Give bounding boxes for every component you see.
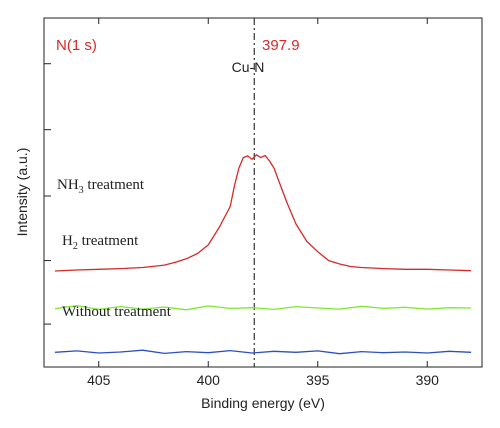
x-tick-labels: 405 400 395 390 <box>87 372 439 388</box>
x-ticks <box>98 18 428 367</box>
series-label-nh3-rest: treatment <box>84 177 145 193</box>
x-axis-label: Binding energy (eV) <box>201 395 325 411</box>
plot-frame <box>43 17 483 368</box>
x-tick-label: 390 <box>416 372 440 388</box>
series-label-h2-rest: treatment <box>78 233 139 249</box>
peak-value-label: 397.9 <box>262 37 300 54</box>
series-line-2 <box>54 349 472 355</box>
y-ticks <box>44 63 51 325</box>
n1s-label: N(1 s) <box>56 37 97 54</box>
series-label-nh3: NH3 treatment <box>57 177 145 196</box>
series-label-without: Without treatment <box>62 304 172 320</box>
series-label-nh3-sub: 3 <box>79 185 84 196</box>
series-label-h2-sub: 2 <box>73 241 78 252</box>
series-line-0 <box>54 154 472 272</box>
series-layer <box>54 154 472 355</box>
x-tick-label: 395 <box>306 372 330 388</box>
series-label-h2-main: H <box>62 233 73 249</box>
x-tick-label: 405 <box>87 372 111 388</box>
y-axis-label: Intensity (a.u.) <box>14 148 30 237</box>
series-line-1 <box>54 304 472 311</box>
x-tick-label: 400 <box>197 372 221 388</box>
series-label-h2: H2 treatment <box>62 233 139 252</box>
cu-n-label: Cu-N <box>232 59 265 75</box>
series-label-nh3-main: NH <box>57 177 79 193</box>
